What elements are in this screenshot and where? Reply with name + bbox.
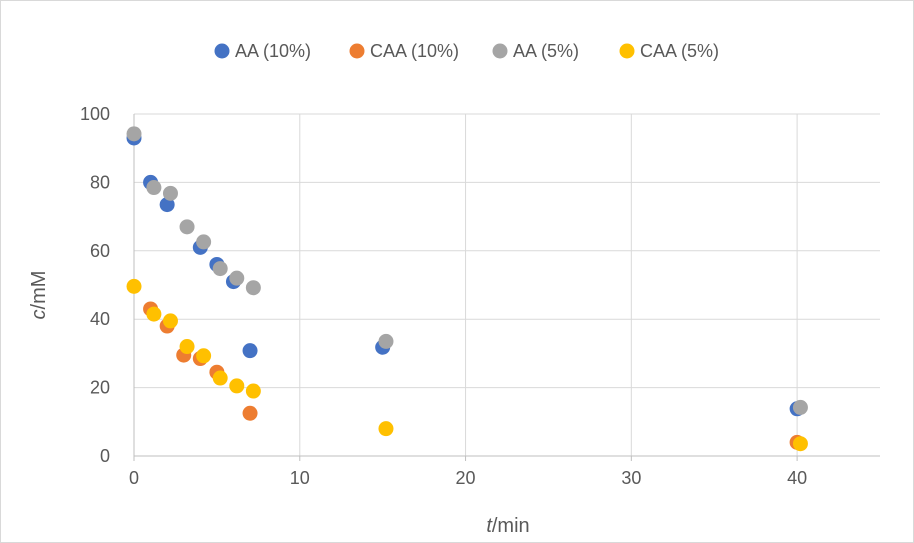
- data-point: [179, 219, 195, 235]
- data-point: [229, 270, 245, 286]
- data-point: [162, 313, 178, 329]
- legend: AA (10%) CAA (10%) AA (5%) CAA (5%): [214, 41, 719, 61]
- data-point: [126, 278, 142, 294]
- x-axis-title: t/min: [486, 515, 529, 537]
- data-point: [196, 234, 212, 250]
- legend-marker: [492, 43, 508, 59]
- x-axis-variable: t: [486, 515, 493, 537]
- y-tick-label: 80: [90, 172, 110, 192]
- y-axis-variable: c: [28, 309, 50, 319]
- series-2: [143, 301, 805, 450]
- data-point: [792, 399, 808, 415]
- legend-label: AA (10%): [235, 41, 311, 61]
- y-axis-title: c/mM: [28, 271, 50, 320]
- data-point: [229, 378, 245, 394]
- x-tick-label: 10: [290, 468, 310, 488]
- data-point: [162, 185, 178, 201]
- data-point: [245, 383, 261, 399]
- legend-marker: [619, 43, 635, 59]
- legend-label: CAA (5%): [640, 41, 719, 61]
- data-point: [179, 339, 195, 355]
- data-point: [146, 180, 162, 196]
- x-tick-label: 0: [129, 468, 139, 488]
- y-tick-label: 100: [80, 104, 110, 124]
- y-tick-label: 40: [90, 309, 110, 329]
- x-tick-label: 30: [621, 468, 641, 488]
- legend-entry: AA (10%): [214, 41, 311, 61]
- data-point: [146, 306, 162, 322]
- data-point: [196, 348, 212, 364]
- x-axis-unit: /min: [492, 515, 530, 537]
- legend-marker: [349, 43, 365, 59]
- data-point: [242, 343, 258, 359]
- gridlines: [134, 113, 880, 456]
- data-point: [212, 370, 228, 386]
- data-points: [126, 126, 808, 452]
- legend-label: CAA (10%): [370, 41, 459, 61]
- legend-label: AA (5%): [513, 41, 579, 61]
- x-tick-label: 20: [456, 468, 476, 488]
- data-point: [126, 126, 142, 142]
- series-4: [126, 278, 808, 452]
- legend-marker: [214, 43, 230, 59]
- data-point: [245, 280, 261, 296]
- data-point: [378, 421, 394, 437]
- y-tick-label: 0: [100, 446, 110, 466]
- y-tick-label: 20: [90, 378, 110, 398]
- tick-labels: 0 20 40 60 80 100 0 10 20 30 40: [80, 104, 807, 488]
- data-point: [242, 405, 258, 421]
- series-3: [126, 126, 808, 415]
- y-axis-unit: /mM: [28, 271, 50, 310]
- x-tick-label: 40: [787, 468, 807, 488]
- legend-entry: AA (5%): [492, 41, 579, 61]
- legend-entry: CAA (5%): [619, 41, 719, 61]
- data-point: [792, 436, 808, 452]
- data-point: [159, 197, 175, 213]
- data-point: [378, 333, 394, 349]
- y-tick-label: 60: [90, 241, 110, 261]
- data-point: [212, 261, 228, 277]
- legend-entry: CAA (10%): [349, 41, 459, 61]
